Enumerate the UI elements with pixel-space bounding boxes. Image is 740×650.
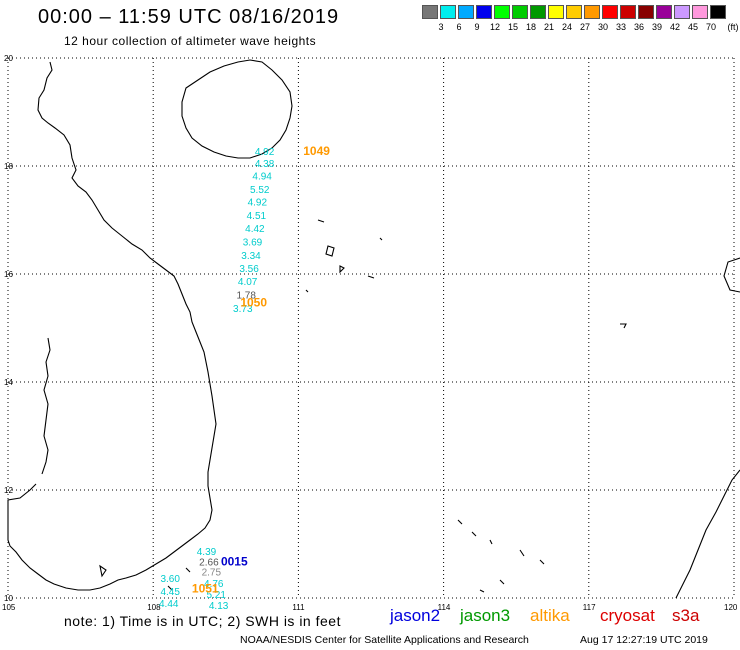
wave-height-value: 5.21 bbox=[206, 590, 226, 601]
scale-swatch bbox=[476, 5, 492, 19]
lon-label: 117 bbox=[583, 603, 596, 612]
lon-label: 114 bbox=[438, 603, 451, 612]
spratly-islands bbox=[457, 519, 545, 593]
wave-height-value: 4.44 bbox=[159, 599, 179, 610]
scale-swatch bbox=[692, 5, 708, 19]
wave-height-value: 2.75 bbox=[202, 567, 222, 578]
pass-time-label: 1051 bbox=[192, 582, 219, 596]
philippines-coastline bbox=[675, 257, 740, 599]
scale-swatch bbox=[494, 5, 510, 19]
satellite-name: s3a bbox=[672, 606, 700, 625]
scale-swatch bbox=[584, 5, 600, 19]
wave-height-value: 4.51 bbox=[247, 211, 267, 222]
scale-swatch bbox=[440, 5, 456, 19]
scale-label: 39 bbox=[651, 22, 662, 32]
scale-swatch bbox=[512, 5, 528, 19]
scale-swatch bbox=[710, 5, 726, 19]
lat-label: 16 bbox=[4, 270, 13, 279]
mainland-coastline bbox=[7, 61, 217, 591]
scale-swatch bbox=[422, 5, 438, 19]
wave-height-value: 3.34 bbox=[241, 251, 261, 262]
wave-height-value: 4.07 bbox=[238, 277, 258, 288]
paracel-islands bbox=[305, 219, 383, 293]
scale-label: 3 bbox=[438, 22, 444, 32]
mekong-delta-islands bbox=[99, 564, 191, 591]
wave-height-value: 4.92 bbox=[248, 197, 268, 208]
wave-height-value: 3.73 bbox=[233, 304, 253, 315]
wave-height-value: 3.69 bbox=[243, 237, 263, 248]
east-island bbox=[620, 323, 627, 329]
lon-label: 108 bbox=[147, 603, 161, 612]
wave-height-labels: 4.924.384.945.524.924.514.423.693.343.56… bbox=[159, 147, 275, 612]
scale-swatch bbox=[566, 5, 582, 19]
wave-height-value: 4.92 bbox=[255, 147, 275, 158]
credit-text: NOAA/NESDIS Center for Satellite Applica… bbox=[240, 634, 529, 646]
wave-height-value: 4.13 bbox=[209, 601, 229, 612]
scale-swatch bbox=[638, 5, 654, 19]
scale-label: 70 bbox=[705, 22, 716, 32]
scale-swatch bbox=[674, 5, 690, 19]
scale-label: 24 bbox=[561, 22, 572, 32]
scale-swatch bbox=[458, 5, 474, 19]
scale-label: 36 bbox=[633, 22, 644, 32]
wave-height-value: 1.78 bbox=[236, 290, 256, 301]
wave-height-value: 4.38 bbox=[255, 159, 275, 170]
scale-label: 9 bbox=[474, 22, 480, 32]
hainan-coastline bbox=[181, 59, 293, 159]
pass-time-label: 1049 bbox=[303, 144, 330, 158]
satellite-name: cryosat bbox=[600, 606, 655, 625]
lon-label: 111 bbox=[292, 603, 305, 612]
pass-time-label: 0015 bbox=[221, 555, 248, 569]
scale-label: 30 bbox=[597, 22, 608, 32]
scale-swatch bbox=[548, 5, 564, 19]
satellite-name: altika bbox=[530, 606, 570, 625]
scale-label: 45 bbox=[687, 22, 698, 32]
scale-unit: (ft) bbox=[727, 22, 739, 32]
wave-height-value: 4.94 bbox=[252, 172, 272, 183]
scale-label: 12 bbox=[489, 22, 500, 32]
lat-label: 18 bbox=[4, 162, 13, 171]
scale-swatch bbox=[656, 5, 672, 19]
lat-label: 10 bbox=[4, 594, 13, 603]
timestamp-text: Aug 17 12:27:19 UTC 2019 bbox=[580, 634, 708, 646]
gulf-west-coastline bbox=[41, 337, 51, 475]
lon-label: 105 bbox=[2, 603, 16, 612]
scale-label: 42 bbox=[669, 22, 680, 32]
lat-label: 14 bbox=[4, 378, 13, 387]
lat-label: 12 bbox=[4, 486, 13, 495]
page-title: 00:00 – 11:59 UTC 08/16/2019 bbox=[38, 6, 340, 28]
scale-swatch bbox=[620, 5, 636, 19]
wave-height-value: 5.52 bbox=[250, 185, 270, 196]
scale-label: 15 bbox=[507, 22, 518, 32]
wave-height-value: 2.66 bbox=[199, 558, 219, 569]
scale-label: 6 bbox=[456, 22, 462, 32]
pass-time-label: 1050 bbox=[240, 295, 267, 309]
wave-height-value: 4.39 bbox=[197, 547, 217, 558]
satellite-name: jason2 bbox=[390, 606, 441, 625]
wave-height-value: 3.56 bbox=[239, 264, 259, 275]
wave-height-value: 3.60 bbox=[160, 574, 180, 585]
lon-label: 120 bbox=[724, 603, 738, 612]
graticule bbox=[7, 57, 735, 599]
scale-label: 18 bbox=[525, 22, 536, 32]
lat-label: 20 bbox=[4, 54, 13, 63]
scale-swatch bbox=[530, 5, 546, 19]
wave-height-value: 4.76 bbox=[204, 579, 224, 590]
satellite-name: jason3 bbox=[460, 606, 511, 625]
wave-height-value: 4.42 bbox=[245, 224, 265, 235]
coastline bbox=[7, 59, 740, 599]
scale-label: 33 bbox=[615, 22, 626, 32]
footer-note: note: 1) Time is in UTC; 2) SWH is in fe… bbox=[64, 613, 341, 629]
scale-label: 27 bbox=[579, 22, 590, 32]
scale-label: 21 bbox=[543, 22, 554, 32]
wave-height-value: 4.45 bbox=[160, 587, 180, 598]
page-subtitle: 12 hour collection of altimeter wave hei… bbox=[64, 34, 317, 48]
scale-swatch bbox=[602, 5, 618, 19]
